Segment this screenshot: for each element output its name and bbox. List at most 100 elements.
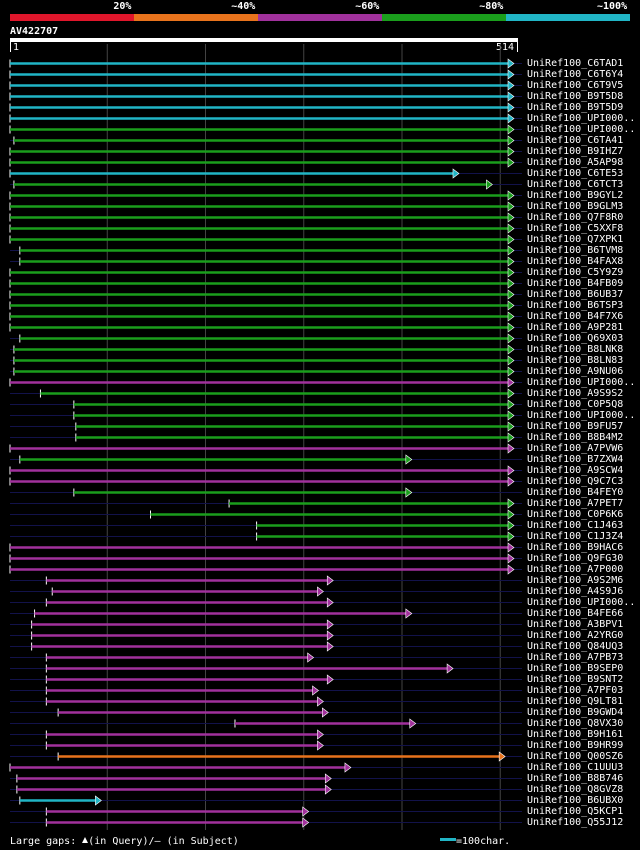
- hit-alignment[interactable]: [13, 366, 515, 377]
- hit-alignment[interactable]: [9, 289, 515, 300]
- hit-label[interactable]: UniRef100_C1J463: [527, 520, 624, 531]
- hit-label[interactable]: UniRef100_B9SNT2: [527, 674, 624, 685]
- hit-label[interactable]: UniRef100_C6T6Y4: [527, 69, 624, 80]
- hit-alignment[interactable]: [9, 201, 515, 212]
- hit-alignment[interactable]: [9, 91, 515, 102]
- hit-alignment[interactable]: [31, 641, 334, 652]
- hit-label[interactable]: UniRef100_A7PVW6: [527, 443, 624, 454]
- hit-label[interactable]: UniRef100_C6T9V5: [527, 80, 624, 91]
- hit-label[interactable]: UniRef100_B4FB09: [527, 278, 624, 289]
- hit-alignment[interactable]: [45, 817, 310, 828]
- hit-label[interactable]: UniRef100_B9HAC6: [527, 542, 624, 553]
- hit-label[interactable]: UniRef100_B9GYL2: [527, 190, 624, 201]
- hit-label[interactable]: UniRef100_A3BPV1: [527, 619, 624, 630]
- hit-alignment[interactable]: [16, 784, 332, 795]
- hit-label[interactable]: UniRef100_Q9FG30: [527, 553, 624, 564]
- hit-alignment[interactable]: [149, 509, 515, 520]
- hit-alignment[interactable]: [9, 69, 515, 80]
- hit-label[interactable]: UniRef100_Q55J12: [527, 817, 624, 828]
- hit-label[interactable]: UniRef100_B6UBX0: [527, 795, 624, 806]
- hit-label[interactable]: UniRef100_A9P281: [527, 322, 624, 333]
- hit-alignment[interactable]: [9, 465, 515, 476]
- hit-label[interactable]: UniRef100_Q69X03: [527, 333, 624, 344]
- hit-label[interactable]: UniRef100_B8LN83: [527, 355, 624, 366]
- hit-label[interactable]: UniRef100_B6TVM8: [527, 245, 624, 256]
- hit-label[interactable]: UniRef100_B4F7X6: [527, 311, 624, 322]
- hit-label[interactable]: UniRef100_C5XXF8: [527, 223, 624, 234]
- hit-label[interactable]: UniRef100_C6TE53: [527, 168, 624, 179]
- hit-label[interactable]: UniRef100_B9IHZ7: [527, 146, 624, 157]
- hit-alignment[interactable]: [9, 58, 515, 69]
- hit-label[interactable]: UniRef100_UPI000..: [527, 597, 636, 608]
- hit-alignment[interactable]: [13, 179, 493, 190]
- hit-alignment[interactable]: [45, 663, 454, 674]
- hit-alignment[interactable]: [9, 157, 515, 168]
- hit-alignment[interactable]: [19, 333, 515, 344]
- hit-label[interactable]: UniRef100_Q7F8R0: [527, 212, 624, 223]
- hit-alignment[interactable]: [9, 443, 515, 454]
- hit-alignment[interactable]: [57, 707, 329, 718]
- hit-alignment[interactable]: [31, 630, 334, 641]
- hit-label[interactable]: UniRef100_C0P5Q8: [527, 399, 624, 410]
- hit-alignment[interactable]: [75, 432, 515, 443]
- hit-alignment[interactable]: [9, 212, 515, 223]
- hit-alignment[interactable]: [256, 520, 515, 531]
- hit-alignment[interactable]: [31, 619, 334, 630]
- hit-alignment[interactable]: [75, 421, 515, 432]
- hit-alignment[interactable]: [45, 685, 319, 696]
- hit-alignment[interactable]: [45, 729, 324, 740]
- hit-label[interactable]: UniRef100_A9S9S2: [527, 388, 624, 399]
- hit-alignment[interactable]: [73, 410, 515, 421]
- hit-label[interactable]: UniRef100_B9SEP0: [527, 663, 624, 674]
- hit-alignment[interactable]: [34, 608, 413, 619]
- hit-label[interactable]: UniRef100_Q8VX30: [527, 718, 624, 729]
- hit-alignment[interactable]: [9, 267, 515, 278]
- hit-alignment[interactable]: [9, 234, 515, 245]
- hit-label[interactable]: UniRef100_B4FAX8: [527, 256, 624, 267]
- hit-alignment[interactable]: [16, 773, 332, 784]
- hit-label[interactable]: UniRef100_B9GLM3: [527, 201, 624, 212]
- hit-label[interactable]: UniRef100_B4FE66: [527, 608, 624, 619]
- hit-label[interactable]: UniRef100_C5Y9Z9: [527, 267, 624, 278]
- hit-alignment[interactable]: [45, 696, 324, 707]
- hit-alignment[interactable]: [19, 256, 515, 267]
- hit-label[interactable]: UniRef100_Q84UQ3: [527, 641, 624, 652]
- hit-label[interactable]: UniRef100_Q9LT81: [527, 696, 624, 707]
- hit-label[interactable]: UniRef100_A9S2M6: [527, 575, 624, 586]
- hit-label[interactable]: UniRef100_UPI000..: [527, 113, 636, 124]
- hit-alignment[interactable]: [19, 795, 102, 806]
- hit-alignment[interactable]: [45, 575, 334, 586]
- hit-alignment[interactable]: [9, 223, 515, 234]
- hit-alignment[interactable]: [256, 531, 515, 542]
- hit-alignment[interactable]: [13, 135, 515, 146]
- hit-label[interactable]: UniRef100_A2YRG0: [527, 630, 624, 641]
- hit-label[interactable]: UniRef100_B9H161: [527, 729, 624, 740]
- hit-alignment[interactable]: [9, 124, 515, 135]
- hit-alignment[interactable]: [9, 542, 515, 553]
- hit-alignment[interactable]: [228, 498, 515, 509]
- hit-label[interactable]: UniRef100_A7PB73: [527, 652, 624, 663]
- hit-alignment[interactable]: [39, 388, 515, 399]
- hit-alignment[interactable]: [9, 102, 515, 113]
- hit-label[interactable]: UniRef100_UPI000..: [527, 124, 636, 135]
- hit-label[interactable]: UniRef100_B9GWD4: [527, 707, 624, 718]
- hit-label[interactable]: UniRef100_B7ZXW4: [527, 454, 624, 465]
- hit-label[interactable]: UniRef100_B4FEY0: [527, 487, 624, 498]
- hit-label[interactable]: UniRef100_A9SCW4: [527, 465, 624, 476]
- hit-alignment[interactable]: [19, 454, 413, 465]
- hit-label[interactable]: UniRef100_B9T5D8: [527, 91, 624, 102]
- hit-alignment[interactable]: [73, 399, 515, 410]
- hit-label[interactable]: UniRef100_C6TA41: [527, 135, 624, 146]
- hit-label[interactable]: UniRef100_A4S9J6: [527, 586, 624, 597]
- hit-label[interactable]: UniRef100_Q7XPK1: [527, 234, 624, 245]
- hit-label[interactable]: UniRef100_B8B746: [527, 773, 624, 784]
- hit-alignment[interactable]: [9, 377, 515, 388]
- hit-alignment[interactable]: [45, 597, 334, 608]
- hit-label[interactable]: UniRef100_A9NU06: [527, 366, 624, 377]
- hit-alignment[interactable]: [234, 718, 417, 729]
- hit-alignment[interactable]: [9, 553, 515, 564]
- hit-alignment[interactable]: [9, 146, 515, 157]
- hit-alignment[interactable]: [57, 751, 506, 762]
- hit-alignment[interactable]: [9, 278, 515, 289]
- hit-alignment[interactable]: [9, 168, 460, 179]
